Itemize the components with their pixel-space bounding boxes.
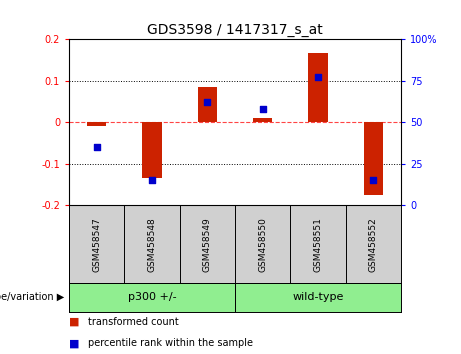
Bar — [308, 53, 328, 122]
Point — [93, 144, 100, 150]
Text: genotype/variation ▶: genotype/variation ▶ — [0, 292, 65, 302]
Text: ■: ■ — [69, 338, 80, 348]
Text: ■: ■ — [69, 317, 80, 327]
Text: p300 +/-: p300 +/- — [128, 292, 177, 302]
Text: percentile rank within the sample: percentile rank within the sample — [88, 338, 253, 348]
Bar — [235, 283, 401, 312]
Text: GSM458548: GSM458548 — [148, 217, 157, 272]
Bar — [253, 118, 272, 122]
Bar — [142, 122, 162, 178]
Point — [148, 178, 156, 183]
Title: GDS3598 / 1417317_s_at: GDS3598 / 1417317_s_at — [147, 23, 323, 36]
Text: GSM458549: GSM458549 — [203, 217, 212, 272]
Point — [314, 74, 322, 80]
Bar — [198, 87, 217, 122]
Text: GSM458552: GSM458552 — [369, 217, 378, 272]
Text: GSM458547: GSM458547 — [92, 217, 101, 272]
Point — [204, 99, 211, 105]
Bar — [87, 122, 106, 126]
Bar — [69, 283, 235, 312]
Text: GSM458550: GSM458550 — [258, 217, 267, 272]
Text: transformed count: transformed count — [88, 317, 178, 327]
Point — [259, 106, 266, 112]
Point — [370, 178, 377, 183]
Text: GSM458551: GSM458551 — [313, 217, 323, 272]
Text: wild-type: wild-type — [292, 292, 344, 302]
Bar — [364, 122, 383, 195]
